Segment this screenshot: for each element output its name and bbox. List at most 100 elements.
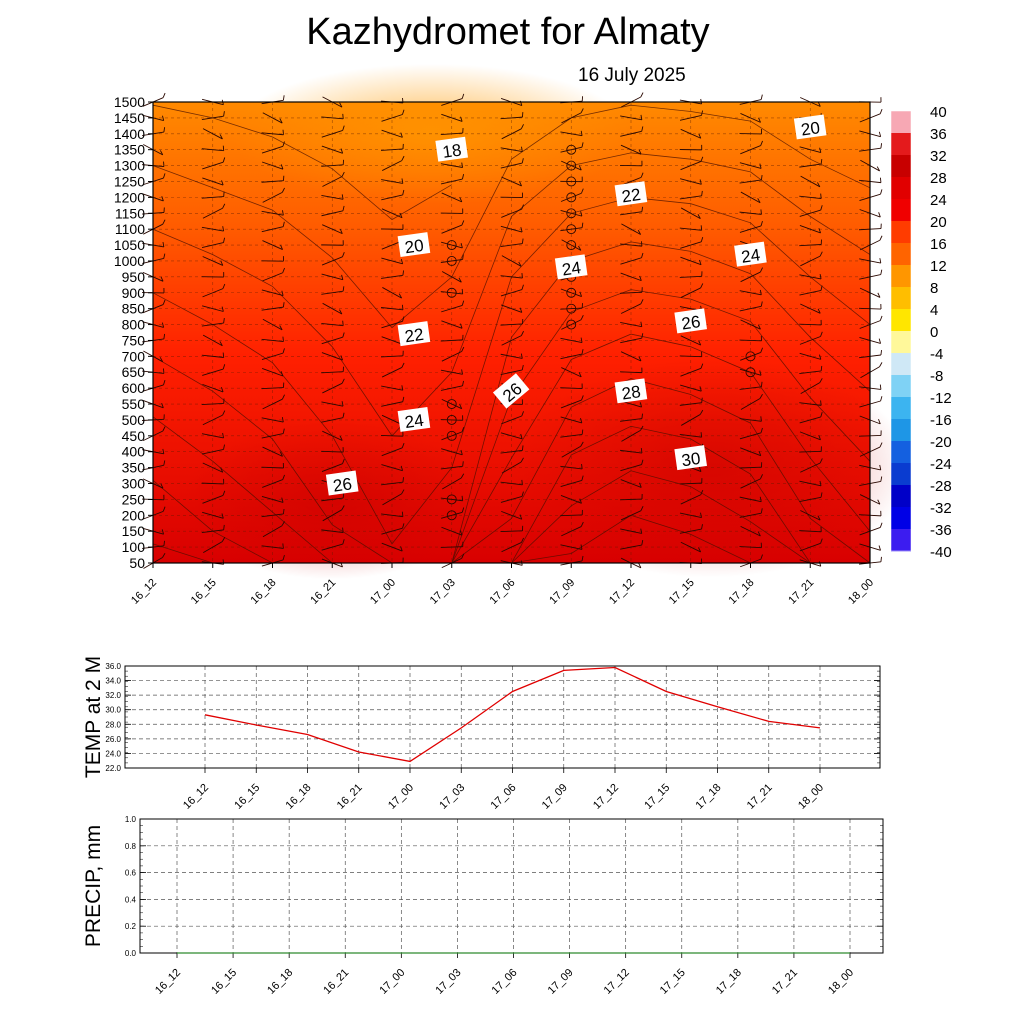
wind-barb [620, 479, 642, 488]
wind-barb-feather [279, 451, 283, 457]
x-tick-label: 17_12 [591, 782, 621, 812]
heatmap-y-axis: 5010015020025030035040045050055060065070… [114, 94, 153, 571]
wind-barb-feather [342, 458, 345, 464]
wind-barb-feather [459, 530, 463, 536]
wind-barb [800, 510, 821, 521]
wind-barb [560, 131, 583, 137]
wind-barb [441, 224, 463, 234]
wind-barb [679, 275, 702, 278]
wind-barb [620, 322, 642, 328]
wind-barb-feather [759, 496, 762, 502]
wind-barb [262, 272, 283, 282]
wind-barb-feather [398, 293, 403, 299]
wind-barb [202, 305, 224, 312]
wind-barb-feather [520, 124, 524, 130]
contour-label: 28 [614, 378, 648, 404]
wind-barb-feather [641, 333, 644, 339]
y-tick-label: 28.0 [105, 720, 121, 729]
colorbar-label: -28 [930, 478, 952, 495]
wind-barb-feather [878, 545, 881, 551]
wind-barb-feather [163, 333, 166, 339]
wind-barb [321, 129, 343, 138]
wind-barb [560, 227, 583, 232]
wind-barb [261, 466, 284, 469]
wind-barb-feather [640, 505, 644, 511]
contour-label-box [492, 373, 530, 409]
y-tick-label: 32.0 [105, 691, 121, 700]
wind-barb [620, 130, 642, 137]
wind-barb [441, 511, 463, 519]
wind-barb [800, 255, 821, 267]
contour-label-box [397, 232, 431, 258]
wind-barb-feather [220, 260, 224, 266]
wind-barb [739, 386, 762, 390]
y-tick-label: 1150 [115, 205, 145, 221]
wind-barb-feather [698, 259, 702, 265]
wind-barb-feather [163, 540, 165, 546]
wind-barb-feather [280, 244, 283, 250]
wind-barb-feather [222, 364, 226, 370]
wind-barb-feather [581, 222, 584, 228]
wind-barb [500, 147, 523, 153]
wind-barb [740, 398, 761, 410]
wind-barb-feather [817, 515, 821, 521]
wind-barb [201, 403, 224, 406]
wind-barb-feather [701, 524, 703, 530]
wind-barb [680, 414, 701, 426]
y-tick-label: 24.0 [105, 749, 121, 758]
y-tick-label: 950 [122, 269, 146, 285]
wind-barb [561, 319, 582, 330]
wind-barb [261, 132, 284, 136]
wind-barb [679, 512, 702, 519]
isotherm [152, 241, 871, 564]
colorbar-label: 40 [930, 104, 947, 121]
wind-barb-feather [282, 348, 285, 354]
wind-barb [560, 465, 583, 470]
wind-barb [381, 367, 403, 378]
x-tick-label: 16_21 [321, 967, 351, 997]
wind-barb [560, 514, 583, 517]
wind-barb [800, 462, 821, 473]
y-tick-label: 1000 [114, 253, 145, 269]
wind-barb [740, 525, 761, 537]
wind-barb [381, 414, 403, 425]
x-tick-label: 17_09 [540, 782, 570, 812]
wind-barb-feather [281, 290, 284, 296]
wind-barb-feather [580, 108, 584, 114]
y-tick-label: 600 [122, 380, 146, 396]
wind-barb-feather [402, 109, 405, 115]
wind-barb [321, 352, 343, 361]
contour-label-text: 28 [621, 382, 642, 403]
wind-barb-feather [281, 521, 285, 526]
wind-barb-feather [521, 272, 523, 279]
wind-barb [799, 480, 822, 487]
colorbar-segment [891, 309, 911, 332]
wind-barb-feather [698, 133, 702, 139]
y-tick-label: 300 [122, 476, 146, 492]
wind-barb-feather [162, 552, 166, 558]
x-tick-label: 17_03 [433, 967, 463, 997]
wind-barb [740, 271, 761, 283]
wind-barb-feather [461, 495, 464, 501]
wind-barb-feather [820, 193, 822, 199]
contour-label: 20 [793, 114, 827, 140]
wind-barb-feather [162, 241, 165, 248]
y-tick-label: 1100 [115, 221, 145, 237]
wind-barb-feather [701, 397, 703, 403]
wind-barb [500, 275, 523, 279]
contour-label-box [614, 181, 648, 207]
wind-barb [740, 145, 761, 155]
wind-barb-feather [342, 252, 345, 258]
wind-barb-feather [578, 165, 582, 171]
wind-barb-feather [161, 196, 164, 202]
wind-barb [739, 211, 762, 215]
wind-barb-feather [519, 307, 523, 313]
wind-barb-feather [880, 476, 883, 482]
wind-barb-feather [222, 432, 224, 439]
colorbar-segment [891, 133, 911, 156]
calm-wind-circle [446, 256, 457, 266]
x-tick-label: 17_00 [386, 782, 416, 812]
wind-barb-feather [639, 402, 643, 408]
colorbar-label: 28 [930, 170, 947, 187]
wind-barb-feather [701, 110, 704, 116]
